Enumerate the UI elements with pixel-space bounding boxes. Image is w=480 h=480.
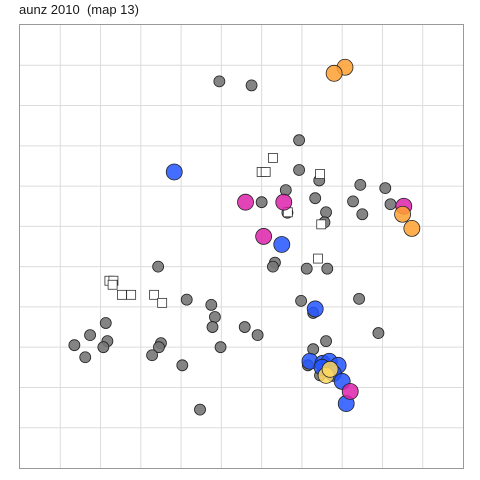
data-point-gray bbox=[293, 164, 305, 176]
data-point-square bbox=[116, 289, 127, 300]
data-point-square bbox=[107, 279, 118, 290]
data-point-yellow bbox=[321, 360, 339, 378]
data-point-gray bbox=[300, 262, 313, 275]
data-point-blue bbox=[165, 163, 183, 181]
data-point-gray bbox=[255, 196, 268, 209]
data-point-gray bbox=[152, 260, 165, 273]
data-point-square bbox=[315, 169, 325, 179]
data-point-magenta bbox=[275, 193, 293, 211]
data-point-square bbox=[157, 297, 168, 308]
plot-panel bbox=[19, 24, 464, 469]
data-point-magenta bbox=[237, 193, 254, 211]
data-point-gray bbox=[99, 317, 112, 329]
data-point-gray bbox=[245, 79, 258, 92]
grid-lines bbox=[20, 25, 463, 468]
data-point-square bbox=[149, 289, 160, 300]
data-point-orange bbox=[394, 205, 411, 223]
data-point-square bbox=[268, 152, 278, 163]
data-point-gray bbox=[238, 321, 251, 333]
data-point-square bbox=[313, 253, 323, 264]
data-point-gray bbox=[176, 359, 189, 372]
data-point-gray bbox=[372, 327, 385, 339]
data-point-gray bbox=[293, 134, 305, 147]
data-point-gray bbox=[205, 298, 218, 311]
data-point-orange bbox=[325, 64, 343, 82]
data-point-gray bbox=[213, 75, 226, 88]
data-point-gray bbox=[79, 351, 92, 364]
data-point-orange bbox=[403, 219, 421, 237]
data-point-gray bbox=[320, 335, 332, 348]
data-point-gray bbox=[97, 341, 110, 354]
data-point-gray bbox=[153, 341, 165, 354]
data-point-gray bbox=[320, 206, 332, 219]
data-point-gray bbox=[206, 321, 219, 333]
data-point-square bbox=[316, 219, 327, 230]
data-point-gray bbox=[214, 341, 227, 354]
data-point-gray bbox=[354, 178, 367, 191]
data-point-gray bbox=[309, 192, 322, 205]
data-point-blue bbox=[273, 236, 291, 253]
data-point-gray bbox=[209, 311, 221, 323]
data-point-square bbox=[126, 289, 137, 300]
data-point-gray bbox=[194, 403, 206, 416]
data-point-gray bbox=[68, 339, 81, 352]
data-point-gray bbox=[347, 195, 359, 208]
chart-title: aunz 2010 (map 13) bbox=[19, 2, 139, 17]
data-point-square bbox=[260, 167, 271, 177]
data-point-gray bbox=[379, 182, 392, 195]
data-point-gray bbox=[84, 329, 96, 342]
data-point-gray bbox=[295, 294, 308, 307]
data-point-gray bbox=[353, 292, 365, 305]
data-point-blue bbox=[306, 300, 324, 318]
data-point-magenta bbox=[341, 383, 359, 400]
data-point-gray bbox=[180, 293, 193, 306]
data-point-gray bbox=[267, 260, 279, 273]
data-point-gray bbox=[279, 184, 292, 197]
data-point-gray bbox=[251, 329, 264, 342]
data-point-gray bbox=[146, 349, 158, 362]
data-point-magenta bbox=[255, 228, 273, 245]
data-points bbox=[68, 58, 421, 416]
data-point-gray bbox=[356, 208, 369, 221]
data-point-gray bbox=[384, 198, 397, 211]
data-point-gray bbox=[321, 262, 334, 275]
